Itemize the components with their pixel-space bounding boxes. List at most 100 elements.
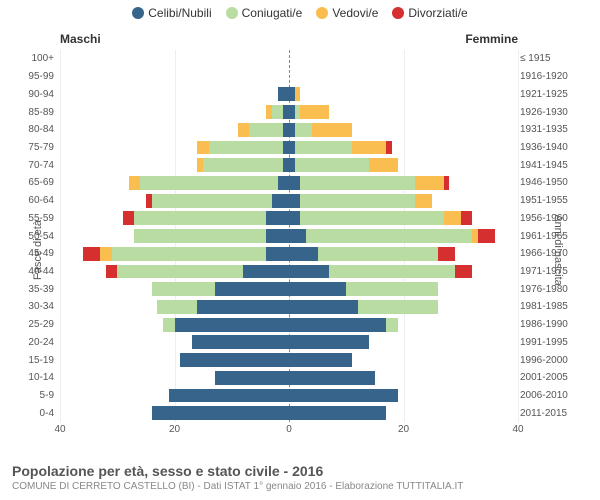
bar-segment	[100, 247, 111, 261]
rows-container	[60, 50, 518, 422]
age-band-label: 70-74	[0, 156, 58, 174]
birth-year-label: 1926-1930	[520, 103, 600, 121]
bar-segment	[289, 371, 375, 385]
bar-segment	[197, 141, 208, 155]
age-band-label: 65-69	[0, 174, 58, 192]
bar-segment	[478, 229, 495, 243]
bar-segment	[249, 123, 283, 137]
bar-segment	[203, 158, 283, 172]
bar-segment	[289, 335, 369, 349]
population-pyramid-chart: Celibi/NubiliConiugati/eVedovi/eDivorzia…	[0, 0, 600, 500]
legend-swatch	[316, 7, 328, 19]
pyramid-row	[60, 85, 518, 103]
female-half	[289, 334, 518, 352]
birth-year-label: 1966-1970	[520, 245, 600, 263]
bar-segment	[386, 141, 392, 155]
bar-segment	[289, 229, 306, 243]
bar-segment	[306, 229, 472, 243]
birth-year-label: 1991-1995	[520, 334, 600, 352]
bar-segment	[272, 105, 283, 119]
female-half	[289, 280, 518, 298]
bar-segment	[192, 335, 289, 349]
pyramid-row	[60, 316, 518, 334]
bar-segment	[152, 194, 272, 208]
male-half	[60, 85, 289, 103]
x-tick-label: 20	[398, 424, 409, 435]
bar-segment	[134, 229, 266, 243]
bar-segment	[289, 176, 300, 190]
male-half	[60, 404, 289, 422]
pyramid-row	[60, 369, 518, 387]
pyramid-row	[60, 192, 518, 210]
birth-year-label: 2006-2010	[520, 387, 600, 405]
x-tick-label: 0	[286, 424, 292, 435]
bar-segment	[140, 176, 277, 190]
bar-segment	[278, 87, 289, 101]
pyramid-row	[60, 245, 518, 263]
pyramid-row	[60, 263, 518, 281]
pyramid-row	[60, 298, 518, 316]
bar-segment	[289, 265, 329, 279]
pyramid-row	[60, 139, 518, 157]
bar-segment	[197, 300, 289, 314]
age-band-label: 55-59	[0, 209, 58, 227]
bar-segment	[455, 265, 472, 279]
bar-segment	[278, 176, 289, 190]
male-half	[60, 263, 289, 281]
birth-year-label: 2001-2005	[520, 369, 600, 387]
bar-segment	[157, 300, 197, 314]
bar-segment	[289, 406, 386, 420]
birth-year-label: 1981-1985	[520, 298, 600, 316]
y-right-labels: ≤ 19151916-19201921-19251926-19301931-19…	[518, 50, 600, 422]
chart-title: Popolazione per età, sesso e stato civil…	[12, 463, 588, 479]
bar-segment	[295, 158, 369, 172]
male-half	[60, 156, 289, 174]
bar-segment	[300, 194, 415, 208]
legend-item: Vedovi/e	[316, 6, 378, 20]
legend: Celibi/NubiliConiugati/eVedovi/eDivorzia…	[0, 0, 600, 20]
bar-segment	[152, 282, 215, 296]
birth-year-label: 1921-1925	[520, 85, 600, 103]
bar-segment	[209, 141, 283, 155]
bar-segment	[112, 247, 267, 261]
pyramid-row	[60, 50, 518, 68]
bar-segment	[386, 318, 397, 332]
age-band-label: 5-9	[0, 387, 58, 405]
female-half	[289, 298, 518, 316]
bar-segment	[295, 141, 352, 155]
male-half	[60, 316, 289, 334]
female-half	[289, 227, 518, 245]
bar-segment	[83, 247, 100, 261]
age-band-label: 30-34	[0, 298, 58, 316]
bar-segment	[346, 282, 438, 296]
age-band-label: 10-14	[0, 369, 58, 387]
male-half	[60, 121, 289, 139]
legend-label: Divorziati/e	[408, 6, 467, 20]
age-band-label: 0-4	[0, 404, 58, 422]
bar-segment	[272, 194, 289, 208]
male-half	[60, 139, 289, 157]
female-half	[289, 316, 518, 334]
bar-segment	[215, 282, 289, 296]
bar-segment	[300, 211, 443, 225]
age-band-label: 75-79	[0, 139, 58, 157]
age-band-label: 100+	[0, 50, 58, 68]
y-left-labels: 100+95-9990-9485-8980-8475-7970-7465-696…	[0, 50, 58, 422]
bar-segment	[444, 176, 450, 190]
bar-segment	[129, 176, 140, 190]
bar-segment	[312, 123, 352, 137]
chart-subtitle: COMUNE DI CERRETO CASTELLO (BI) - Dati I…	[12, 481, 588, 492]
bar-segment	[329, 265, 455, 279]
female-half	[289, 263, 518, 281]
birth-year-label: 1971-1975	[520, 263, 600, 281]
right-gender-label: Femmine	[465, 32, 518, 46]
legend-item: Coniugati/e	[226, 6, 303, 20]
chart-footer: Popolazione per età, sesso e stato civil…	[12, 463, 588, 492]
pyramid-row	[60, 227, 518, 245]
birth-year-label: ≤ 1915	[520, 50, 600, 68]
male-half	[60, 68, 289, 86]
male-half	[60, 387, 289, 405]
legend-swatch	[226, 7, 238, 19]
birth-year-label: 1946-1950	[520, 174, 600, 192]
age-band-label: 80-84	[0, 121, 58, 139]
